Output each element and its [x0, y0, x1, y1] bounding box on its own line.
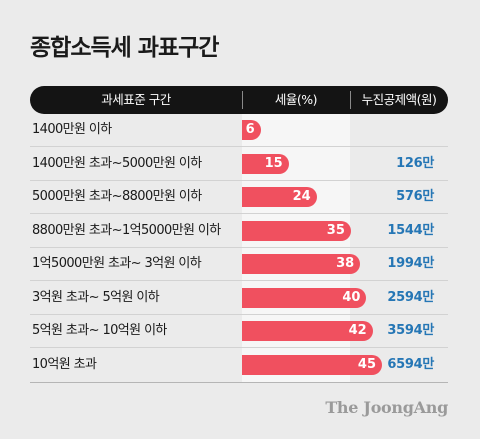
bottom-divider	[30, 382, 448, 383]
publisher-logo: The JoongAng	[325, 398, 448, 417]
bracket-label: 5000만원 초과~8800만원 이하	[32, 189, 202, 204]
row-divider	[30, 146, 448, 147]
bracket-label: 1억5000만원 초과~ 3억원 이하	[32, 256, 202, 271]
bracket-label: 8800만원 초과~1억5000만원 이하	[32, 222, 221, 238]
rate-bar	[242, 187, 317, 207]
row-divider	[30, 347, 448, 348]
table-row: 1400만원 초과~5000만원 이하 15 126만	[30, 148, 448, 181]
bracket-label: 1400만원 초과~5000만원 이하	[32, 155, 202, 171]
row-divider	[30, 280, 448, 281]
rate-value-label: 15	[264, 155, 283, 171]
bracket-label: 3억원 초과~ 5억원 이하	[32, 289, 160, 305]
bracket-label: 10억원 초과	[32, 356, 97, 372]
rate-value-label: 40	[342, 289, 361, 305]
header-rate: 세율(%)	[274, 92, 318, 107]
header-deduction: 누진공제액(원)	[361, 92, 437, 107]
chart-title: 종합소득세 과표구간	[30, 35, 219, 61]
row-divider	[30, 313, 448, 315]
table-row: 1400만원 이하 6	[30, 114, 448, 147]
rate-bar	[242, 153, 289, 174]
rate-value-label: 42	[348, 323, 367, 338]
rate-value-label: 6	[245, 122, 255, 137]
row-divider	[30, 179, 448, 181]
rate-bar	[242, 354, 382, 375]
deduction-value: 126만	[396, 155, 434, 171]
table-row: 5억원 초과~ 10억원 이하 42 3594만	[30, 315, 448, 348]
header-bracket: 과세표준 구간	[101, 92, 171, 107]
deduction-value: 3594만	[387, 323, 434, 338]
table-row: 1억5000만원 초과~ 3억원 이하 38 1994만	[30, 248, 448, 281]
header-divider	[350, 91, 351, 109]
bracket-label: 1400만원 이하	[32, 122, 112, 137]
deduction-value: 1994만	[387, 256, 434, 271]
table-row: 5000만원 초과~8800만원 이하 24 576만	[30, 181, 448, 214]
deduction-value: 1544만	[387, 222, 434, 238]
deduction-value: 6594만	[387, 356, 434, 372]
header-divider	[242, 91, 243, 109]
table-header: 과세표준 구간 세율(%) 누진공제액(원)	[30, 86, 448, 114]
bracket-label: 5억원 초과~ 10억원 이하	[32, 323, 167, 338]
rate-value-label: 38	[336, 256, 355, 271]
table-row: 3억원 초과~ 5억원 이하 40 2594만	[30, 282, 448, 315]
rate-bar	[242, 120, 261, 140]
rate-value-label: 45	[357, 356, 376, 372]
row-divider	[30, 213, 448, 214]
deduction-value: 2594만	[387, 289, 434, 305]
rate-bar	[242, 254, 361, 274]
row-divider	[30, 246, 448, 248]
rate-value-label: 35	[326, 222, 345, 238]
rate-bar	[242, 287, 367, 308]
table-row: 10억원 초과 45 6594만	[30, 349, 448, 381]
rate-bar	[242, 220, 351, 241]
rate-bar	[242, 321, 373, 341]
table-row: 8800만원 초과~1억5000만원 이하 35 1544만	[30, 215, 448, 248]
deduction-value: 576만	[396, 189, 434, 204]
rate-value-label: 24	[292, 189, 311, 204]
